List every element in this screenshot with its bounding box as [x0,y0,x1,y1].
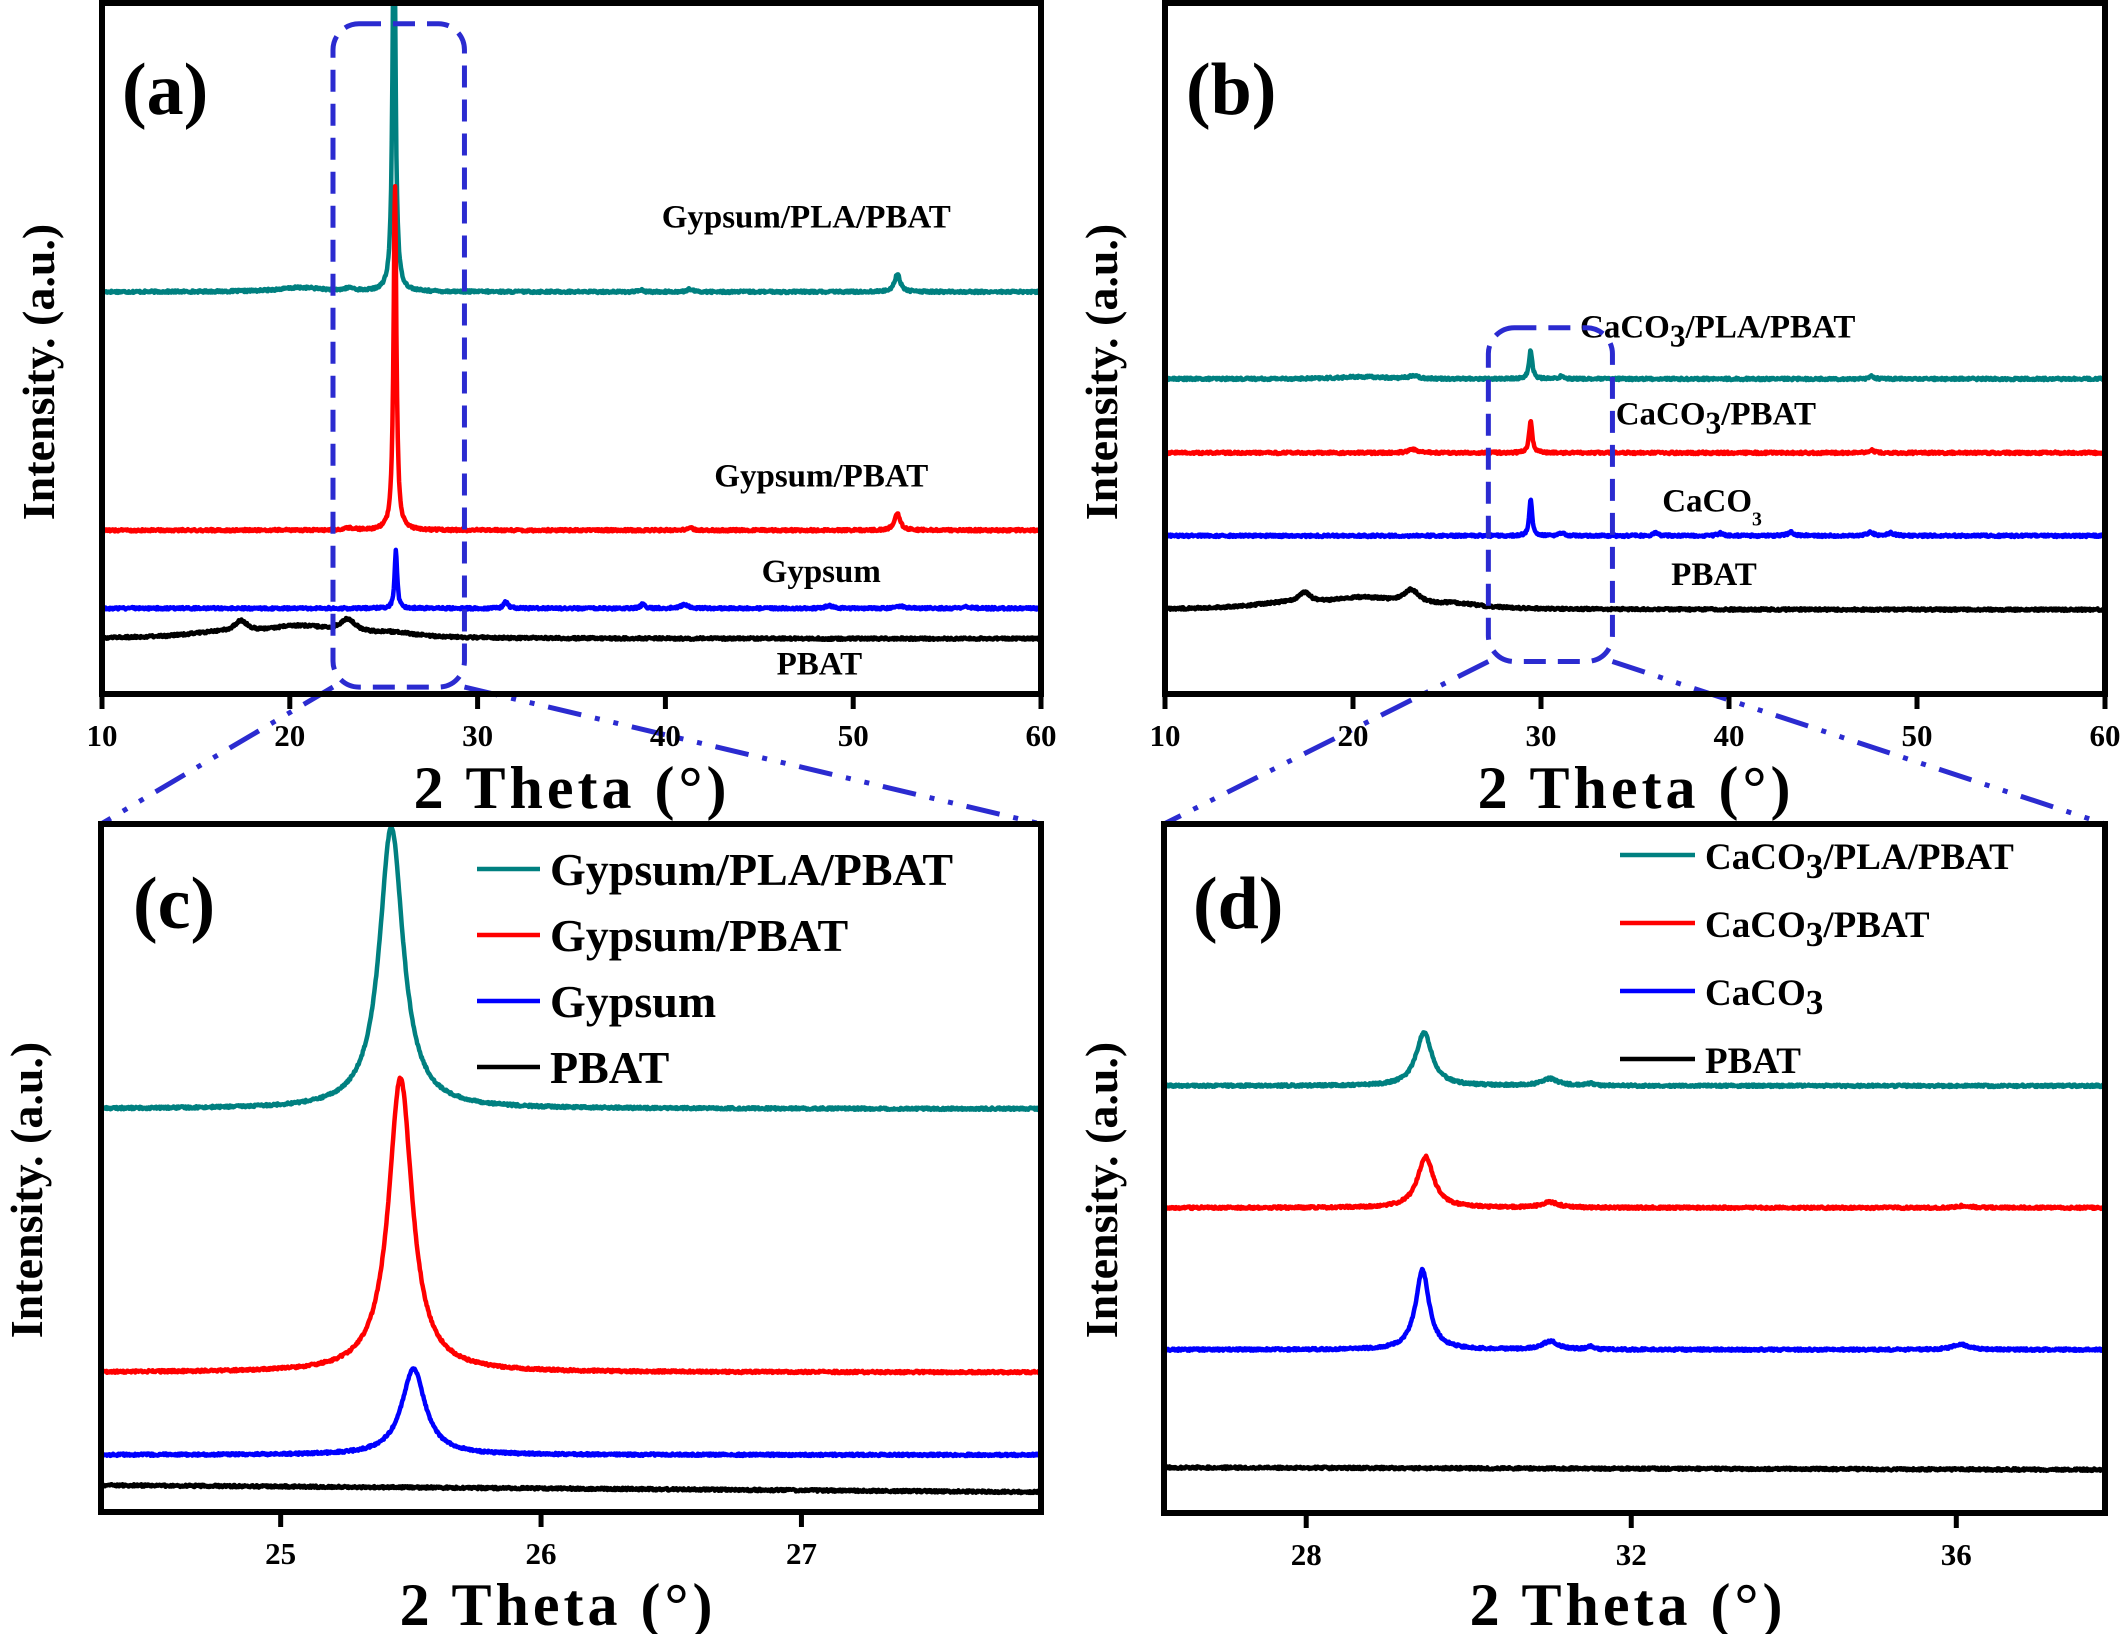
legend-label-d-0: CaCO3/PLA/PBAT [1705,837,2014,886]
series-labels-b: CaCO3/PLA/PBAT CaCO3/PBAT CaCO3 PBAT [1580,309,1855,592]
series-label-a-2: Gypsum [762,554,881,590]
series-label-b-2: CaCO3 [1662,484,1762,531]
x-ticks-d: 28 32 36 [1291,1513,1972,1572]
series-label-a-0: Gypsum/PLA/PBAT [662,200,951,236]
x-tick-label-a-5: 60 [1026,718,1057,753]
y-axis-label-d: Intensity. (a.u.) [1076,1042,1127,1338]
x-axis-label-b: 2 Theta (°) [1478,755,1795,821]
x-tick-label-a-4: 50 [838,718,869,753]
series-label-b-0: CaCO3/PLA/PBAT [1580,309,1855,353]
x-ticks-a: 10 20 30 40 50 60 [87,694,1057,753]
legend-label-c-1: Gypsum/PBAT [550,910,848,961]
axes-frame-a [99,0,1044,697]
series-line-a-gypsum-pbat [102,184,1041,534]
y-axis-label-b: Intensity. (a.u.) [1076,224,1127,520]
panel-tag-c: (c) [133,863,215,945]
series-line-d-pbat [1164,1464,2105,1474]
axes-frame-d [1161,821,2108,1516]
legend-label-c-2: Gypsum [550,976,716,1027]
series-line-b-caco3 [1165,497,2105,540]
x-tick-label-b-0: 10 [1150,718,1181,753]
legend-d: CaCO3/PLA/PBAT CaCO3/PBAT CaCO3 PBAT [1620,837,2014,1082]
highlight-box-a [330,21,467,690]
series-line-c-gypsum [101,1366,1041,1459]
x-tick-label-c-1: 26 [526,1536,557,1571]
x-tick-label-b-3: 40 [1714,718,1745,753]
axes-frame-c [98,821,1044,1515]
series-label-a-1: Gypsum/PBAT [714,459,928,495]
legend-label-c-0: Gypsum/PLA/PBAT [550,844,953,895]
series-line-c-pbat [101,1482,1041,1496]
series-label-b-1: CaCO3/PBAT [1616,397,1816,441]
x-tick-label-b-2: 30 [1526,718,1557,753]
x-ticks-c: 25 26 27 [265,1512,817,1571]
series-line-b-caco3-pla-pbat [1165,348,2105,383]
series-layer-b [1165,348,2105,614]
panel-tag-b: (b) [1186,49,1276,131]
connector-line-a-0 [99,684,335,827]
highlight-box-rect-a [330,21,467,690]
series-layer-c [101,825,1041,1496]
panel-a: 10 20 30 40 50 60 Gypsum/PLA/PBAT Gypsum/PBAT… [13,0,1057,821]
legend-label-d-1: CaCO3/PBAT [1705,905,1930,954]
y-axis-label-a: Intensity. (a.u.) [13,224,64,520]
connector-line-b-0 [1162,659,1490,827]
highlight-box-rect-b [1485,325,1615,665]
legend-label-d-2: CaCO3 [1705,973,1823,1022]
x-axis-label-a: 2 Theta (°) [414,755,731,821]
x-tick-label-c-2: 27 [786,1536,817,1571]
x-tick-label-a-3: 40 [650,718,681,753]
x-tick-label-b-1: 20 [1338,718,1369,753]
series-line-d-caco3-pbat [1164,1153,2105,1212]
x-tick-label-c-0: 25 [265,1536,296,1571]
panel-c: 25 26 27 Gypsum/PLA/PBAT Gypsum/PBAT Gypsum P… [1,821,1044,1634]
x-tick-label-a-1: 20 [274,718,305,753]
y-axis-label-c: Intensity. (a.u.) [1,1042,52,1338]
axes-frame-b [1162,0,2108,697]
series-line-a-gypsum [102,547,1041,612]
x-axis-label-d: 2 Theta (°) [1470,1572,1787,1634]
series-layer-a [102,3,1041,643]
zoom-connector-lines [99,659,2106,827]
series-layer-d [1164,1030,2105,1474]
highlight-box-b [1485,325,1615,665]
series-line-d-caco3 [1164,1266,2105,1354]
series-line-d-caco3-pla-pbat [1164,1030,2105,1090]
series-line-c-gypsum-pbat [101,1075,1041,1376]
connector-line-a-1 [463,684,1042,827]
connector-line-b-1 [1611,659,2106,827]
x-tick-label-d-1: 32 [1616,1537,1647,1572]
series-label-a-3: PBAT [777,647,863,683]
series-line-a-pbat [102,615,1041,643]
x-tick-label-d-0: 28 [1291,1537,1322,1572]
series-line-a-gypsum-pla-pbat [102,3,1041,296]
legend-label-c-3: PBAT [550,1042,669,1093]
legend-label-d-3: PBAT [1705,1041,1801,1082]
x-tick-label-b-5: 60 [2090,718,2121,753]
series-label-b-3: PBAT [1671,557,1757,593]
x-tick-label-b-4: 50 [1902,718,1933,753]
legend-c: Gypsum/PLA/PBAT Gypsum/PBAT Gypsum PBAT [477,844,953,1093]
panel-tag-d: (d) [1193,863,1283,945]
x-ticks-b: 10 20 30 40 50 60 [1150,694,2121,753]
x-axis-label-c: 2 Theta (°) [400,1572,717,1634]
series-line-c-gypsum-pla-pbat [101,825,1041,1113]
x-tick-label-a-0: 10 [87,718,118,753]
panel-d: 28 32 36 CaCO3/PLA/PBAT CaCO3/PBAT CaCO3 PBAT… [1076,821,2108,1634]
series-line-b-caco3-pbat [1165,418,2105,457]
x-tick-label-d-2: 36 [1941,1537,1972,1572]
panel-tag-a: (a) [122,49,208,131]
series-line-b-pbat [1165,586,2105,614]
x-tick-label-a-2: 30 [462,718,493,753]
panel-b: 10 20 30 40 50 60 CaCO3/PLA/PBAT CaCO3/PBAT C… [1076,0,2121,821]
series-labels-a: Gypsum/PLA/PBAT Gypsum/PBAT Gypsum PBAT [662,200,951,683]
